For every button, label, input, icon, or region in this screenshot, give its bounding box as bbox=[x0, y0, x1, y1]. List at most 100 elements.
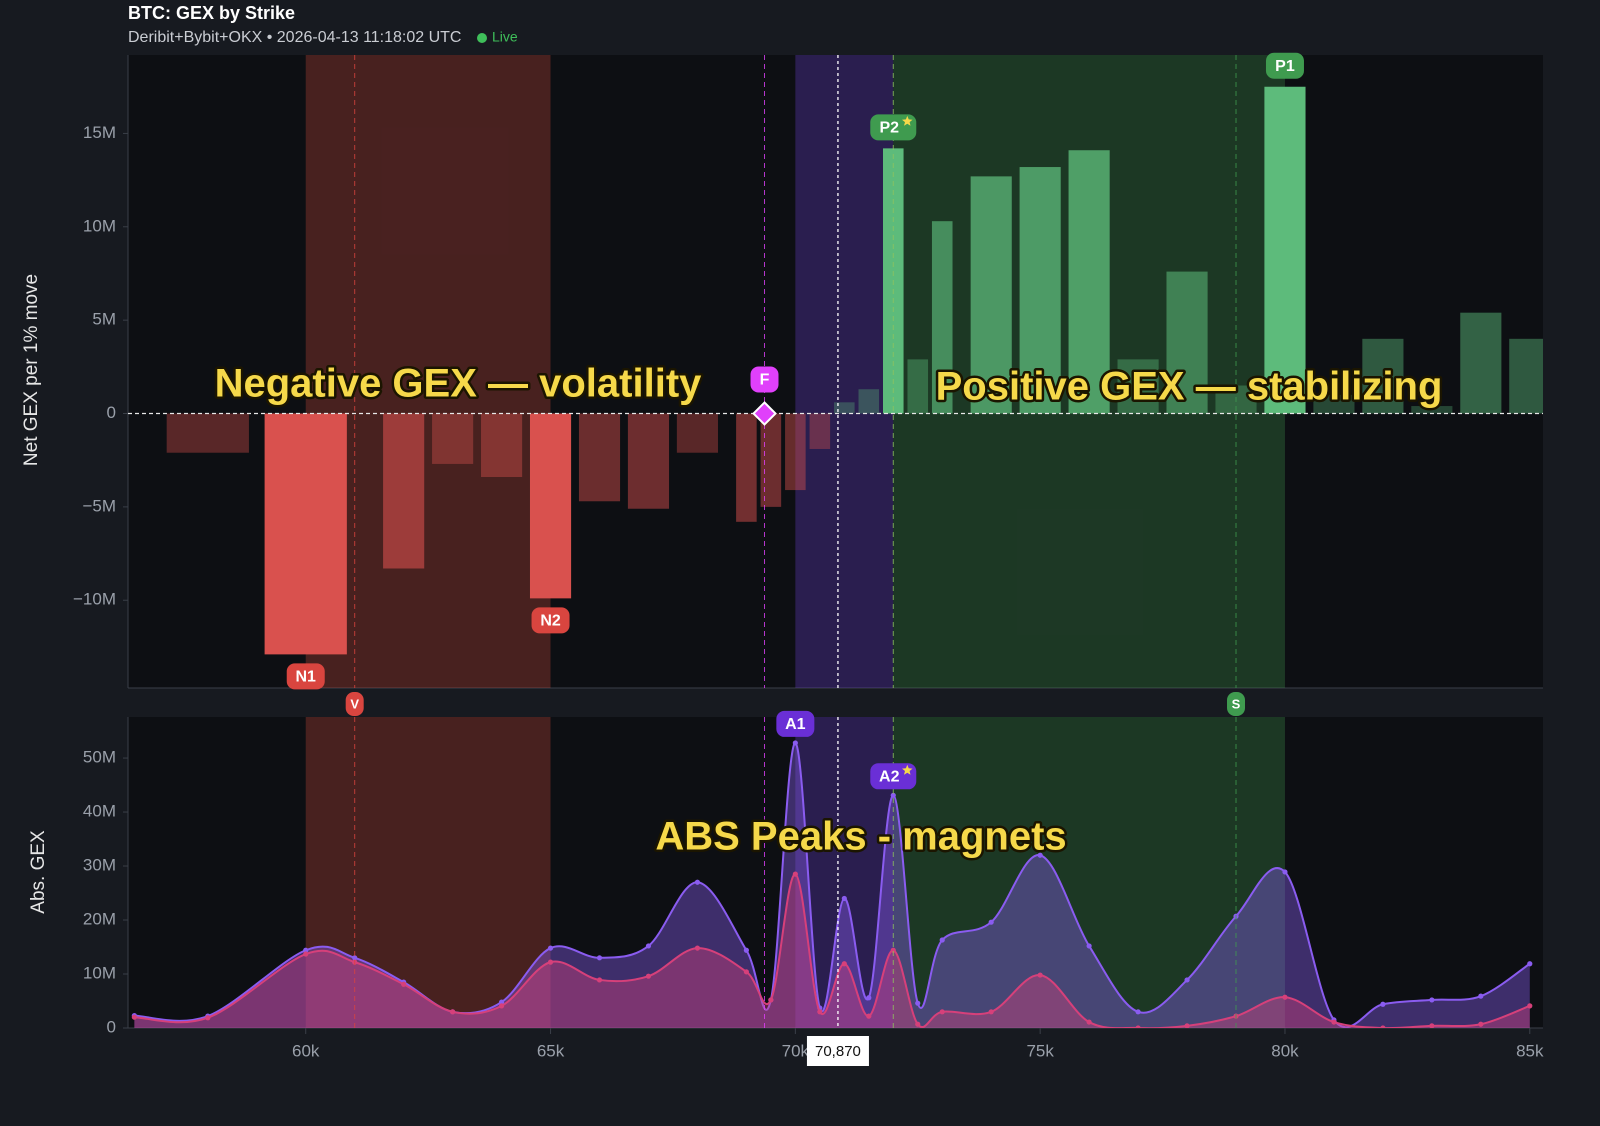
x-tick-label: 85k bbox=[1516, 1041, 1544, 1060]
point bbox=[988, 919, 994, 925]
point bbox=[1429, 997, 1435, 1003]
level-label: S bbox=[1232, 696, 1241, 711]
marker-label: P1 bbox=[1275, 58, 1295, 75]
point bbox=[1429, 1023, 1435, 1028]
bar bbox=[529, 413, 572, 599]
zone bbox=[893, 717, 1285, 1028]
y-tick-label: 10M bbox=[83, 963, 116, 982]
point bbox=[303, 947, 309, 953]
flip-diamond bbox=[752, 401, 777, 426]
point bbox=[866, 1013, 872, 1019]
point bbox=[131, 1014, 137, 1020]
point bbox=[1135, 1009, 1141, 1015]
bar bbox=[166, 413, 249, 453]
y-tick-label: 40M bbox=[83, 802, 116, 821]
level-badge bbox=[1227, 692, 1246, 716]
point bbox=[450, 1009, 456, 1015]
bar bbox=[1509, 338, 1543, 414]
plot-area bbox=[128, 55, 1543, 688]
zone bbox=[305, 717, 551, 1028]
point bbox=[498, 1003, 505, 1009]
point bbox=[352, 955, 358, 961]
point bbox=[939, 937, 945, 943]
y-tick-label: −10M bbox=[73, 590, 116, 609]
point bbox=[205, 1015, 211, 1021]
point bbox=[1086, 1019, 1092, 1025]
point bbox=[743, 969, 749, 975]
point bbox=[1478, 993, 1484, 999]
point bbox=[1478, 1021, 1484, 1027]
point bbox=[1086, 943, 1092, 949]
bar bbox=[931, 221, 953, 414]
level-badge bbox=[345, 692, 364, 716]
point bbox=[743, 947, 749, 953]
point bbox=[988, 1009, 994, 1015]
plot-area bbox=[128, 717, 1543, 1028]
bar bbox=[1411, 406, 1453, 414]
point bbox=[866, 995, 872, 1001]
point bbox=[1527, 961, 1533, 967]
point bbox=[841, 895, 847, 902]
marker-label: N2 bbox=[540, 613, 561, 630]
point bbox=[645, 973, 652, 979]
x-tick-label: 65k bbox=[537, 1041, 565, 1060]
level-label: V bbox=[350, 696, 359, 711]
annotation: Positive GEX — stabilizing bbox=[936, 365, 1443, 409]
point bbox=[1184, 1023, 1190, 1028]
bottom-plot bbox=[131, 717, 1533, 1028]
bar bbox=[858, 389, 880, 414]
y-tick-label: 5M bbox=[92, 310, 116, 329]
point bbox=[915, 1021, 921, 1027]
annotation: ABS Peaks - magnets bbox=[655, 815, 1066, 859]
point bbox=[841, 961, 847, 967]
point bbox=[401, 981, 407, 987]
marker-label: F bbox=[760, 372, 770, 389]
marker-label: P2 bbox=[879, 120, 899, 137]
x-tick-label: 75k bbox=[1026, 1041, 1054, 1060]
y-tick-label: 50M bbox=[83, 748, 116, 767]
point bbox=[1037, 972, 1043, 978]
y-tick-label: 30M bbox=[83, 856, 116, 875]
marker-badge bbox=[286, 663, 325, 690]
point bbox=[1037, 852, 1043, 858]
cursor-label: 70,870 bbox=[815, 1043, 861, 1060]
x-tick-label: 70k bbox=[782, 1041, 810, 1060]
top-plot bbox=[166, 55, 1543, 688]
point bbox=[303, 951, 309, 957]
bar bbox=[1068, 150, 1110, 414]
point bbox=[694, 945, 701, 951]
point bbox=[1282, 994, 1288, 1000]
y-tick-label: 0 bbox=[107, 403, 116, 422]
star-icon bbox=[902, 115, 913, 126]
point bbox=[890, 947, 896, 953]
point bbox=[890, 792, 896, 798]
point bbox=[694, 879, 701, 885]
point bbox=[1527, 1003, 1533, 1009]
point bbox=[792, 871, 798, 877]
point bbox=[792, 740, 798, 746]
point bbox=[1380, 1001, 1386, 1007]
marker-label: A2 bbox=[879, 769, 900, 786]
x-tick-label: 60k bbox=[292, 1041, 320, 1060]
area-fill bbox=[134, 742, 1530, 1028]
y-tick-label: 15M bbox=[83, 123, 116, 142]
zone bbox=[795, 55, 894, 688]
live-dot bbox=[477, 33, 487, 43]
bar bbox=[432, 413, 474, 464]
cursor-box bbox=[806, 1036, 869, 1066]
bar bbox=[1460, 312, 1502, 414]
y-tick-label: 10M bbox=[83, 216, 116, 235]
point bbox=[768, 997, 774, 1003]
bar bbox=[970, 176, 1012, 414]
bar bbox=[578, 413, 621, 502]
bar bbox=[1264, 86, 1306, 414]
point bbox=[1282, 869, 1288, 875]
y-tick-label: −5M bbox=[82, 496, 116, 515]
point bbox=[498, 999, 505, 1005]
annotation: Negative GEX — volatility bbox=[215, 362, 703, 406]
marker-label: N1 bbox=[296, 669, 317, 686]
marker-badge bbox=[531, 607, 570, 634]
y-tick-label: 0 bbox=[107, 1017, 116, 1036]
star-icon bbox=[902, 764, 913, 775]
bar bbox=[834, 402, 855, 414]
